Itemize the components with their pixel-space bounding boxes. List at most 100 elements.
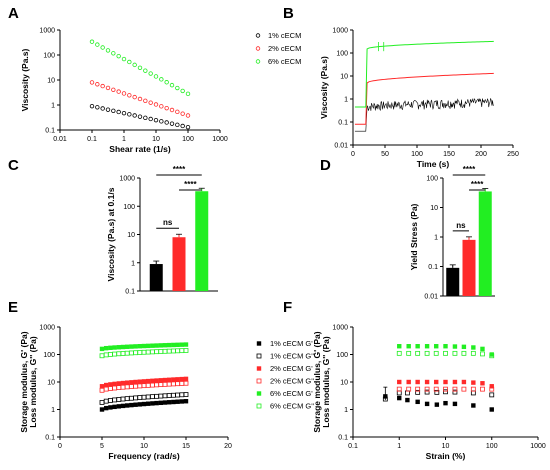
panel-b-series-1 (354, 98, 494, 132)
panel-f-point (443, 379, 448, 385)
panel-f-point (415, 350, 421, 356)
panel-a-point (132, 62, 137, 68)
panel-e-series-4 (99, 380, 189, 393)
panel-e-point (162, 377, 168, 383)
panel-a-x-tick-label: 100 (182, 136, 194, 143)
panel-e-point (149, 349, 155, 355)
panel-a-y-tick-label: 1 (51, 103, 55, 110)
panel-a-x-tick-label: 0.1 (87, 136, 97, 143)
panel-e-x-axis-label: Frequency (rad/s) (108, 451, 179, 461)
panel-e-axes: 0.1 1 10 100 1000 0 5 10 15 20 Frequency (rad/s) St… (19, 325, 232, 462)
panel-a-point (164, 120, 169, 125)
panel-f-point (434, 344, 439, 349)
panel-d-y-axis-label: Yield Stress (Pa) (409, 203, 419, 270)
panel-e-point (179, 381, 185, 386)
panel-a-y-tick-label: 0.1 (45, 128, 55, 135)
panel-e-point (133, 350, 139, 356)
panel-letter-f: F (283, 299, 292, 316)
panel-f-point (443, 344, 448, 349)
panel-a-point (121, 110, 127, 116)
panel-a-x-tick-label: 0.01 (53, 136, 67, 143)
panel-e-point (116, 397, 122, 402)
panel-f-point (415, 379, 420, 385)
panel-c-bar (149, 264, 163, 291)
panel-e-point (170, 348, 176, 354)
panel-d-y-tick-label: 0.01 (424, 294, 438, 301)
panel-a-point (175, 109, 180, 115)
panel-f-point (404, 390, 410, 396)
panel-a-y-tick-label: 1000 (39, 28, 55, 35)
panel-e-point (128, 395, 134, 401)
panel-a-point (89, 103, 95, 109)
panel-b-y-tick-label: 0.01 (334, 143, 348, 150)
panel-f-point (415, 399, 420, 405)
panel-c-bar (172, 237, 186, 291)
panel-a-legend-label: 6% cECM (268, 57, 301, 66)
panel-e-point (125, 380, 130, 385)
panel-f-point (461, 350, 467, 356)
panel-f-point (443, 350, 448, 356)
panel-e-series-5 (99, 342, 189, 352)
panel-f-series-1 (383, 394, 494, 412)
panel-e-point (162, 400, 168, 405)
panel-e-point (175, 399, 180, 404)
panel-f-point (489, 384, 494, 389)
panel-f-x-tick-label: 0.1 (348, 443, 358, 450)
panel-f-point (461, 386, 467, 392)
panel-a-y-tick-label: 100 (43, 53, 55, 60)
panel-a-point (164, 80, 169, 85)
panel-e-point (171, 399, 176, 405)
panel-a-point (95, 82, 100, 87)
panel-e-y-tick-label: 100 (43, 352, 55, 359)
panel-e-point (116, 385, 122, 391)
panel-e-point (179, 399, 184, 404)
panel-a-point (159, 104, 164, 109)
panel-e-point (146, 378, 151, 384)
panel-a-x-tick-label: 1 (122, 136, 126, 143)
panel-f-point (397, 395, 402, 401)
panel-e-point (124, 350, 130, 356)
panel-e-point (120, 384, 126, 390)
panel-c-bar (195, 191, 209, 291)
panel-e-point (133, 402, 138, 407)
panel-e-series-2 (99, 392, 189, 405)
panel-e-point (154, 349, 160, 355)
panel-b-y-tick-label: 0.1 (338, 120, 348, 127)
panel-e-point (112, 385, 117, 391)
panel-d-significance: ns **** **** (452, 165, 486, 232)
panel-a-point (127, 93, 132, 98)
panel-f-point (433, 350, 439, 356)
panel-e-series-3 (99, 376, 189, 389)
panel-e-point (99, 384, 105, 389)
panel-e-legend-label: 6% cECM G' (270, 389, 313, 398)
panel-e-legend-label: 2% cECM G' (270, 364, 313, 373)
panel-a-point (127, 112, 132, 117)
panel-e-point (104, 345, 109, 351)
panel-f-y-tick-label: 1 (344, 407, 348, 414)
panel-a-point (169, 82, 175, 88)
panel-a-point (148, 71, 153, 76)
panel-f-point (434, 379, 439, 385)
panel-e-point (179, 348, 185, 354)
panel-c-sig-label: **** (184, 180, 197, 189)
panel-e-point (183, 380, 189, 386)
panel-f-point (489, 407, 494, 412)
panel-a-legend-marker (255, 46, 261, 51)
panel-e-point (120, 344, 126, 350)
panel-e-point (145, 382, 151, 388)
panel-a-point (111, 87, 116, 92)
panel-f-point (424, 379, 430, 385)
panel-e-point (133, 379, 138, 385)
panel-e-y-tick-label: 1000 (39, 325, 55, 332)
panel-e-point (116, 381, 121, 386)
panel-e-point (162, 393, 168, 399)
panel-c-sig-label: ns (163, 218, 173, 227)
panel-b-error-bars (378, 42, 385, 52)
panel-a-point (111, 108, 116, 114)
panel-e-point (183, 348, 189, 353)
panel-e-point (125, 403, 130, 408)
panel-e-point (158, 382, 164, 388)
panel-e-point (137, 350, 143, 355)
